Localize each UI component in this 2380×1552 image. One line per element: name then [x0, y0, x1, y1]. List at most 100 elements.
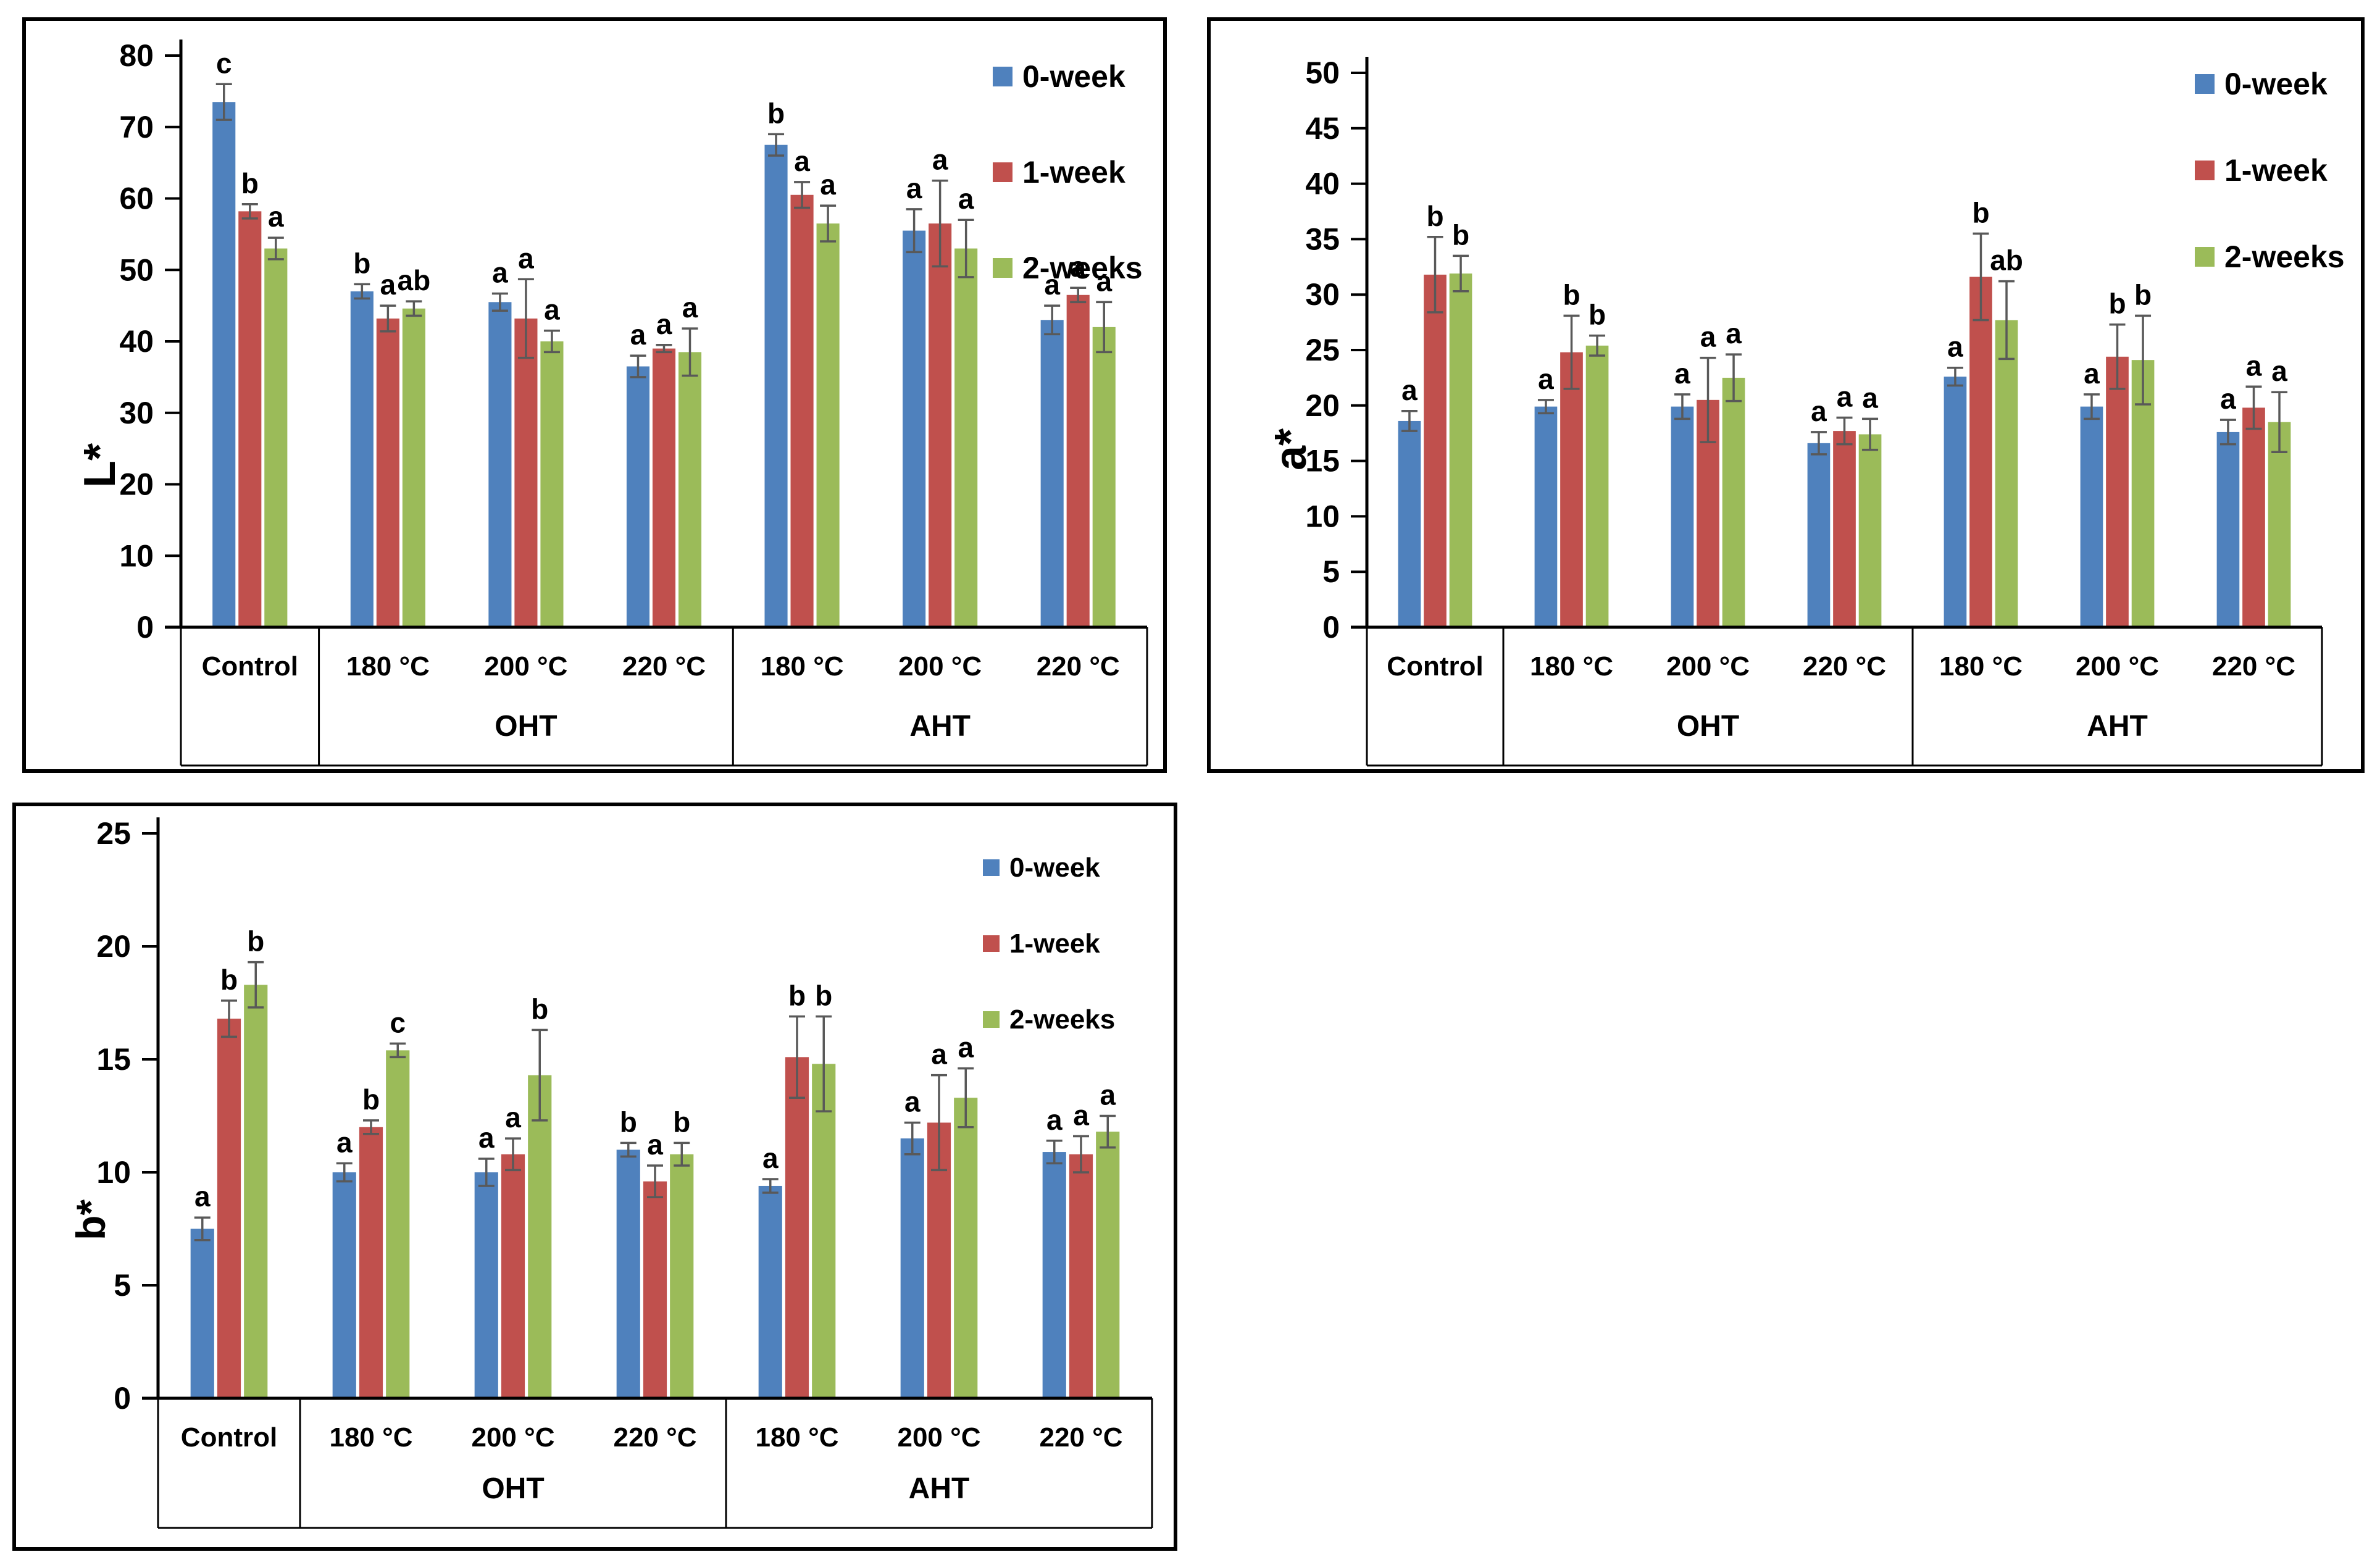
x-category-label: Control	[202, 651, 298, 682]
bar	[954, 1098, 978, 1398]
y-tick-label: 0	[136, 610, 154, 645]
significance-letter: a	[1674, 357, 1690, 390]
legend-swatch	[993, 258, 1013, 278]
bar	[488, 302, 512, 627]
chart-border	[1207, 17, 2365, 773]
significance-letter: a	[958, 1032, 974, 1064]
significance-letter: a	[931, 1038, 947, 1070]
y-tick-label: 20	[1305, 388, 1340, 423]
significance-letter: a	[1073, 1099, 1089, 1131]
bar	[678, 352, 702, 627]
legend-label: 1-week	[1022, 155, 1125, 190]
bar	[670, 1154, 694, 1398]
significance-letter: c	[216, 47, 232, 79]
bar	[528, 1075, 552, 1398]
bar	[929, 223, 952, 627]
bar	[812, 1064, 836, 1398]
y-tick-label: 45	[1305, 111, 1340, 146]
bar	[954, 248, 978, 627]
legend-swatch	[2195, 74, 2215, 94]
significance-letter: a	[1401, 374, 1418, 406]
y-tick-label: 10	[96, 1155, 131, 1190]
bar	[244, 985, 268, 1398]
y-tick-label: 80	[119, 38, 154, 73]
bar	[376, 318, 399, 627]
bar	[2242, 407, 2265, 627]
y-tick-label: 20	[96, 929, 131, 964]
y-axis-title: b*	[68, 1199, 114, 1240]
x-category-label: 220 °C	[622, 651, 706, 682]
bar	[1398, 420, 1421, 627]
significance-letter: a	[647, 1129, 663, 1161]
y-tick-label: 40	[119, 324, 154, 359]
significance-letter: a	[656, 308, 672, 340]
chart-border	[22, 17, 1167, 773]
bar	[514, 318, 538, 627]
x-category-label: 180 °C	[755, 1422, 838, 1453]
bar	[1807, 443, 1831, 627]
significance-letter: ab	[398, 264, 431, 296]
significance-letter: a	[958, 183, 974, 215]
legend-item: 2-weeks	[983, 1004, 1115, 1035]
legend-label: 0-week	[1009, 853, 1100, 883]
y-tick-label: 70	[119, 110, 154, 144]
bar	[386, 1050, 410, 1398]
bar	[1722, 377, 1745, 627]
significance-letter: a	[194, 1180, 211, 1212]
y-tick-label: 15	[1305, 444, 1340, 478]
significance-letter: a	[2246, 349, 2262, 382]
x-category-label: Control	[1387, 651, 1483, 682]
bar	[1585, 345, 1609, 627]
significance-letter: b	[247, 925, 264, 957]
significance-letter: b	[531, 993, 548, 1025]
y-tick-label: 15	[96, 1042, 131, 1077]
significance-letter: a	[762, 1142, 779, 1174]
x-category-label: 200 °C	[471, 1422, 554, 1453]
bar	[758, 1185, 782, 1398]
chart-border	[12, 803, 1177, 1551]
bar	[501, 1154, 525, 1398]
x-group-label: AHT	[2087, 710, 2148, 743]
y-tick-label: 30	[1305, 277, 1340, 312]
y-tick-label: 0	[114, 1381, 131, 1416]
bar	[1560, 352, 1583, 627]
legend-item: 1-week	[983, 928, 1100, 959]
legend-label: 2-weeks	[1022, 251, 1143, 285]
legend-label: 2-weeks	[1009, 1004, 1115, 1035]
y-tick-label: 25	[96, 816, 131, 851]
significance-letter: a	[1947, 331, 1963, 363]
x-category-label: 220 °C	[1037, 651, 1120, 682]
bar	[350, 291, 374, 628]
x-category-label: Control	[181, 1422, 277, 1453]
legend-item: 2-weeks	[2195, 240, 2345, 274]
significance-letter: a	[2220, 383, 2236, 415]
bar	[1066, 294, 1090, 627]
bar	[903, 230, 926, 627]
legend-label: 0-week	[1022, 59, 1125, 94]
significance-letter: b	[1972, 196, 1989, 228]
bar	[900, 1138, 924, 1398]
significance-letter: a	[336, 1126, 353, 1158]
bar	[402, 308, 425, 627]
significance-letter: a	[1862, 382, 1878, 414]
bar	[264, 248, 288, 627]
bar	[474, 1172, 498, 1398]
bar	[190, 1229, 214, 1398]
legend-swatch	[993, 67, 1013, 86]
bar	[2268, 422, 2291, 627]
bar	[816, 223, 840, 627]
x-group-label: OHT	[482, 1472, 544, 1505]
chart-L-star: 0 10 20 30 40 50 60 70 80 L* c b a b a ab a a a a a a b a a a a a a a…	[22, 17, 1167, 773]
bar	[2106, 356, 2129, 627]
x-category-label: 200 °C	[1666, 651, 1750, 682]
y-tick-label: 60	[119, 181, 154, 216]
significance-letter: b	[1589, 299, 1606, 331]
bar	[238, 211, 262, 628]
significance-letter: a	[505, 1101, 521, 1133]
bar	[764, 144, 788, 627]
x-group-label: AHT	[909, 710, 971, 743]
significance-letter: a	[1096, 265, 1112, 297]
